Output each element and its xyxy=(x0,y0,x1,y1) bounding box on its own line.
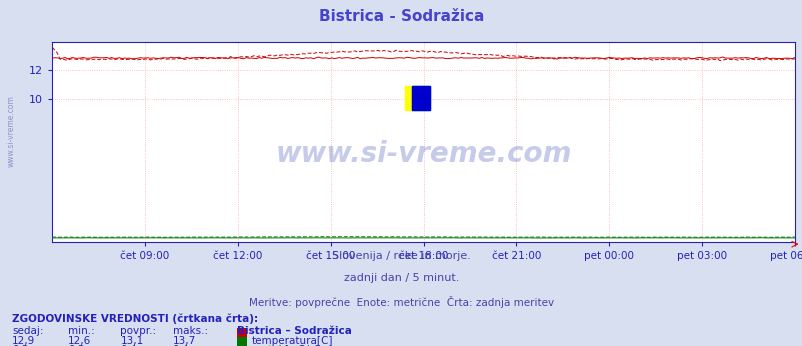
Text: pretok[m3/s]: pretok[m3/s] xyxy=(251,345,318,346)
Text: 0,3: 0,3 xyxy=(68,345,85,346)
FancyBboxPatch shape xyxy=(404,86,423,110)
FancyBboxPatch shape xyxy=(411,86,430,110)
Text: Bistrica - Sodražica: Bistrica - Sodražica xyxy=(318,9,484,24)
Text: Meritve: povprečne  Enote: metrične  Črta: zadnja meritev: Meritve: povprečne Enote: metrične Črta:… xyxy=(249,296,553,308)
Text: 12,9: 12,9 xyxy=(12,336,35,346)
Text: 13,1: 13,1 xyxy=(120,336,144,346)
Text: www.si-vreme.com: www.si-vreme.com xyxy=(6,95,15,167)
Text: www.si-vreme.com: www.si-vreme.com xyxy=(275,140,571,168)
Text: 0,3: 0,3 xyxy=(12,345,29,346)
Text: temperatura[C]: temperatura[C] xyxy=(251,336,332,346)
Text: min.:: min.: xyxy=(68,326,95,336)
Text: 0,4: 0,4 xyxy=(120,345,137,346)
Text: ZGODOVINSKE VREDNOSTI (črtkana črta):: ZGODOVINSKE VREDNOSTI (črtkana črta): xyxy=(12,313,258,324)
Text: 13,7: 13,7 xyxy=(172,336,196,346)
Text: zadnji dan / 5 minut.: zadnji dan / 5 minut. xyxy=(343,273,459,283)
Text: 12,6: 12,6 xyxy=(68,336,91,346)
Text: maks.:: maks.: xyxy=(172,326,208,336)
Text: Slovenija / reke in morje.: Slovenija / reke in morje. xyxy=(332,251,470,261)
Text: povpr.:: povpr.: xyxy=(120,326,156,336)
FancyBboxPatch shape xyxy=(411,86,430,110)
Text: Bistrica – Sodražica: Bistrica – Sodražica xyxy=(237,326,351,336)
Text: sedaj:: sedaj: xyxy=(12,326,43,336)
Text: 0,4: 0,4 xyxy=(172,345,189,346)
